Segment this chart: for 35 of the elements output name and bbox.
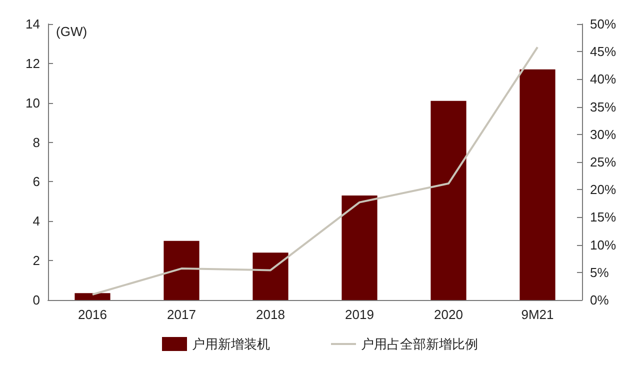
bar — [252, 252, 288, 300]
y2-tick-label: 45% — [590, 44, 616, 60]
y2-tick-label: 25% — [590, 154, 616, 170]
x-tick-label: 2018 — [256, 307, 285, 322]
y-tick-label: 6 — [32, 174, 40, 190]
line-series — [92, 46, 538, 296]
y-tick-label: 4 — [32, 214, 40, 229]
y2-tick-label: 30% — [590, 126, 616, 142]
legend-label: 户用新增装机 — [192, 336, 270, 352]
y-tick-label: 0 — [32, 292, 40, 308]
y2-tick-label: 5% — [590, 264, 610, 280]
x-tick-label: 2017 — [167, 307, 196, 322]
y-axis-title: (GW) — [56, 24, 88, 39]
x-tick-label: 2019 — [345, 307, 374, 322]
y2-tick-label: 10% — [590, 237, 616, 252]
x-tick-label: 2016 — [78, 307, 107, 322]
y2-tick-label: 35% — [590, 99, 616, 114]
bar — [74, 293, 110, 300]
bar — [342, 196, 378, 300]
bar — [520, 69, 556, 300]
y2-tick-label: 50% — [590, 16, 616, 32]
y2-tick-label: 15% — [590, 210, 616, 225]
bar — [430, 100, 466, 300]
y2-tick-label: 20% — [590, 182, 616, 198]
y-tick-label: 2 — [32, 253, 40, 268]
y2-tick-label: 40% — [590, 72, 616, 87]
bar — [164, 240, 200, 300]
x-tick-label: 2020 — [434, 307, 463, 322]
legend-label: 户用占全部新增比例 — [361, 336, 478, 352]
x-tick-label: 9M21 — [521, 307, 554, 322]
y-tick-label: 8 — [32, 134, 40, 150]
y-tick-label: 10 — [26, 95, 40, 110]
y-tick-label: 14 — [26, 16, 40, 32]
y-tick-label: 12 — [26, 56, 40, 71]
y2-tick-label: 0% — [590, 292, 610, 308]
